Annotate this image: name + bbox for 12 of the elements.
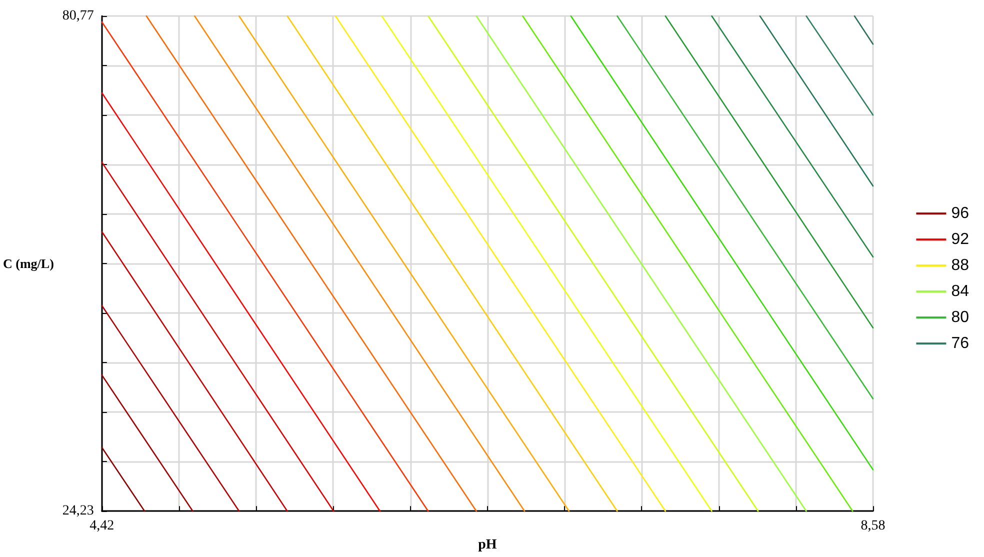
legend-label: 76 [951, 335, 970, 352]
legend-label: 80 [951, 309, 970, 326]
x-axis-title: pH [478, 538, 497, 552]
legend-label: 84 [951, 283, 970, 300]
legend-label: 96 [951, 205, 970, 222]
legend-label: 92 [951, 231, 970, 248]
y-tick-label: 80,77 [62, 8, 94, 24]
y-axis-title: C (mg/L) [2, 256, 54, 272]
x-tick-label: 4,42 [90, 518, 114, 534]
legend-label: 88 [951, 257, 970, 274]
x-tick-label: 8,58 [860, 518, 886, 534]
y-tick-label: 24,23 [62, 504, 94, 519]
